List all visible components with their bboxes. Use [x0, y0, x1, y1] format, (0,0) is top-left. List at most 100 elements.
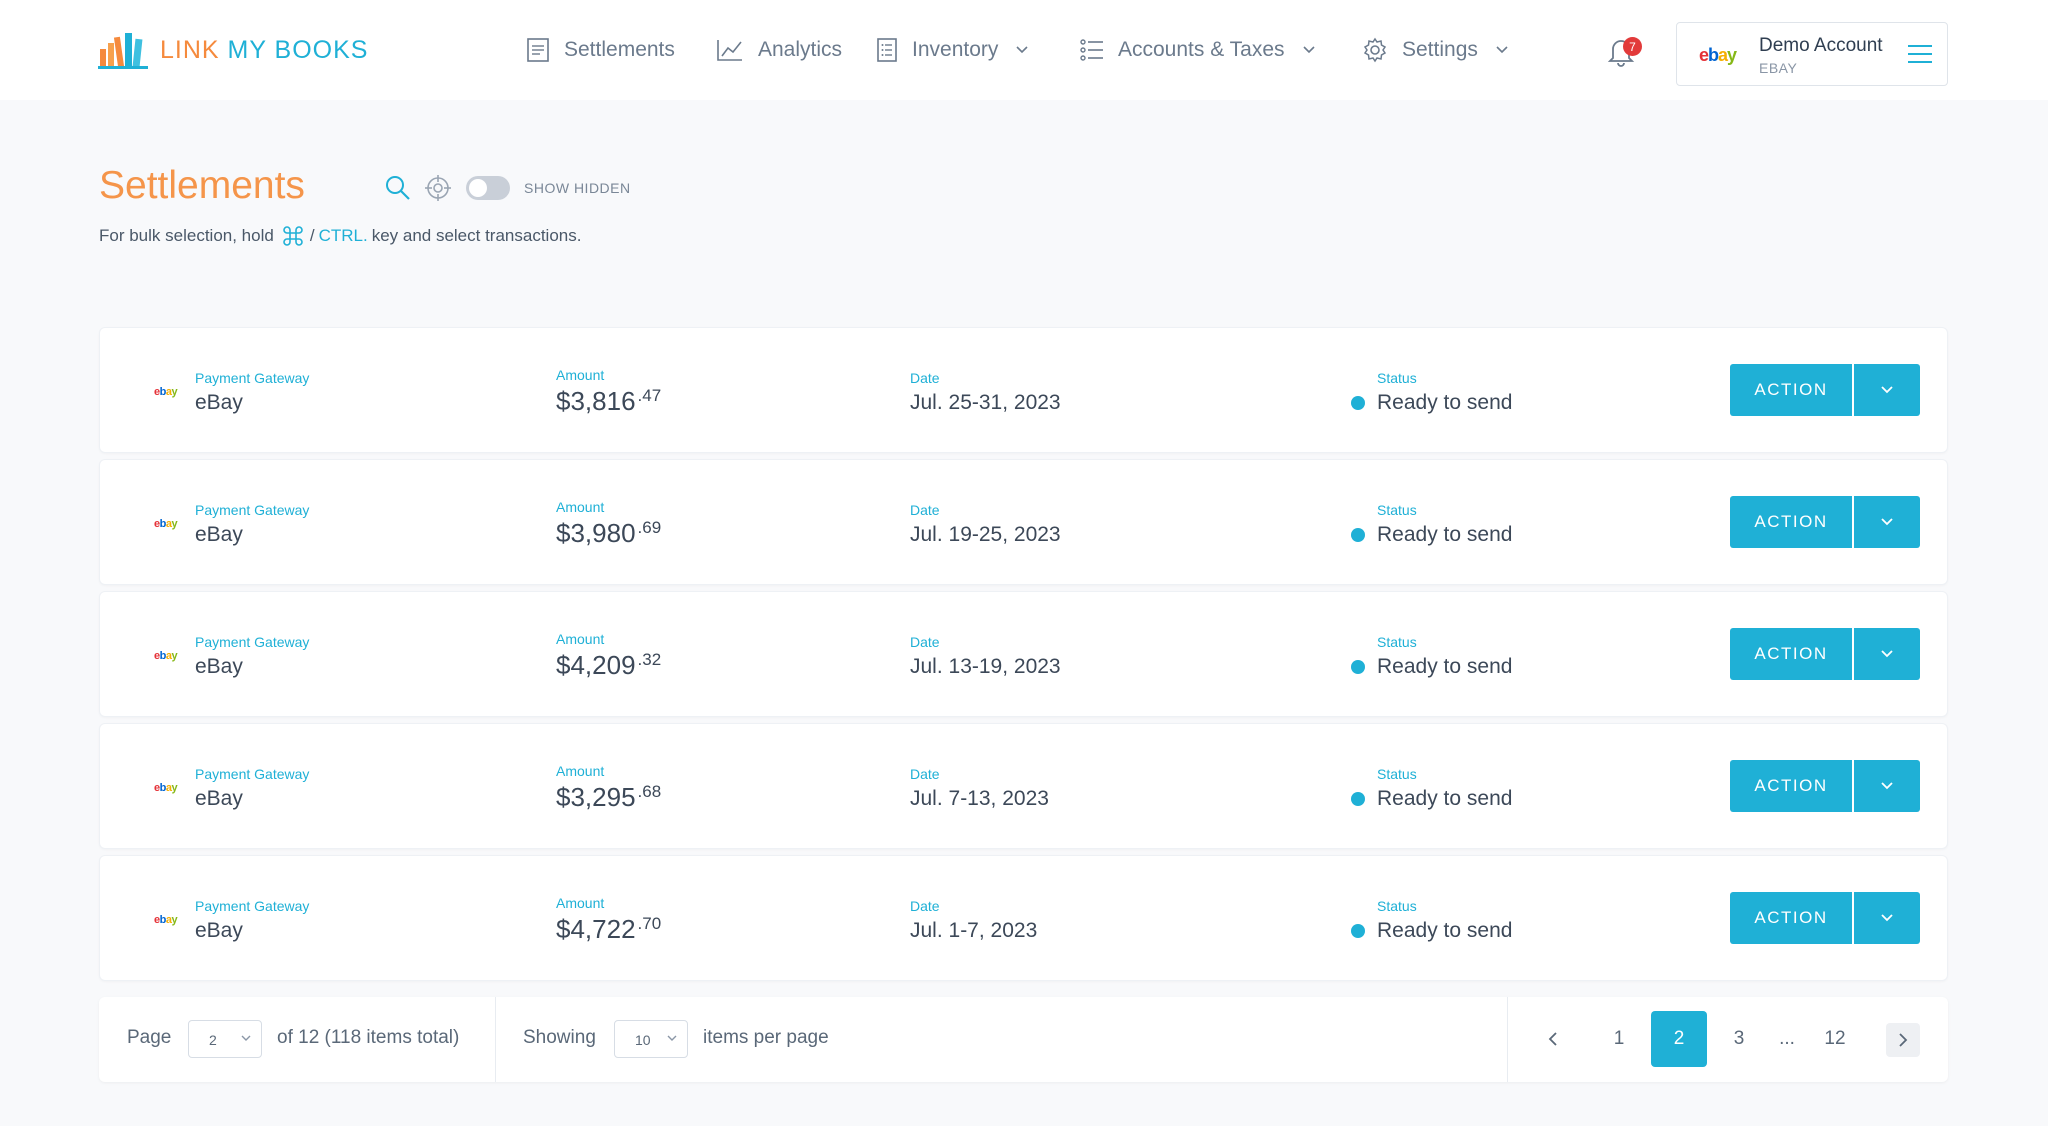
account-switcher[interactable]: ebay Demo Account EBAY: [1676, 22, 1948, 86]
date-value: Jul. 13-19, 2023: [910, 655, 1061, 678]
chevron-down-icon: [1016, 46, 1028, 54]
status-label: Status: [1377, 634, 1417, 650]
gateway-label: Payment Gateway: [195, 634, 310, 650]
gateway-label: Payment Gateway: [195, 898, 310, 914]
status-dot: [1351, 924, 1365, 938]
show-hidden-label: SHOW HIDDEN: [524, 180, 631, 196]
status-dot: [1351, 792, 1365, 806]
chevron-down-icon: [667, 1035, 677, 1041]
title-tools: SHOW HIDDEN: [384, 174, 631, 202]
nav-settings[interactable]: Settings: [1362, 30, 1508, 70]
search-icon[interactable]: [384, 174, 412, 202]
account-platform: EBAY: [1759, 60, 1798, 76]
date-value: Jul. 25-31, 2023: [910, 391, 1061, 414]
chart-line-icon: [717, 40, 742, 61]
brand-logo[interactable]: LINK MY BOOKS: [98, 28, 368, 72]
ebay-logo: ebay: [154, 518, 178, 530]
top-bar: LINK MY BOOKS Settlements Analytics Inve…: [0, 0, 2048, 100]
per-page-text: items per page: [703, 1027, 829, 1048]
page-title: Settlements: [99, 164, 305, 207]
ebay-logo: ebay: [154, 650, 178, 662]
divider: [1507, 997, 1508, 1082]
page-button-1[interactable]: 1: [1613, 1028, 1625, 1049]
action-dropdown-button[interactable]: [1854, 364, 1920, 416]
page-label: Page: [127, 1027, 172, 1048]
gateway-label: Payment Gateway: [195, 502, 310, 518]
chevron-left-icon: [1548, 1032, 1557, 1046]
nav-inventory-label: Inventory: [912, 38, 999, 61]
action-button[interactable]: ACTION: [1730, 364, 1852, 416]
amount-label: Amount: [556, 367, 605, 383]
amount-value: $4,722.70: [556, 914, 662, 944]
status-dot: [1351, 396, 1365, 410]
target-icon[interactable]: [424, 174, 452, 202]
page-button-12[interactable]: 12: [1824, 1028, 1846, 1049]
action-dropdown-button[interactable]: [1854, 760, 1920, 812]
nav-inventory[interactable]: Inventory: [876, 30, 1028, 70]
settlement-row[interactable]: ebay Payment Gateway eBay Amount $4,209.…: [99, 591, 1948, 717]
page-ellipsis: ...: [1779, 1028, 1795, 1049]
date-label: Date: [910, 502, 940, 518]
amount-label: Amount: [556, 631, 605, 647]
page-select[interactable]: 2: [188, 1020, 262, 1058]
list-icon: [1080, 39, 1103, 61]
showing-label: Showing: [523, 1027, 596, 1048]
date-label: Date: [910, 898, 940, 914]
action-dropdown-button[interactable]: [1854, 892, 1920, 944]
per-page-select[interactable]: 10: [614, 1020, 688, 1058]
action-button[interactable]: ACTION: [1730, 496, 1852, 548]
page-button-2[interactable]: 2: [1651, 1011, 1707, 1067]
status-dot: [1351, 660, 1365, 674]
gateway-value: eBay: [195, 523, 243, 546]
nav-analytics-label: Analytics: [758, 38, 843, 61]
account-name: Demo Account: [1759, 35, 1883, 56]
status-label: Status: [1377, 502, 1417, 518]
next-page-button[interactable]: [1886, 1023, 1920, 1057]
nav-accounts-taxes[interactable]: Accounts & Taxes: [1080, 30, 1315, 70]
action-dropdown-button[interactable]: [1854, 496, 1920, 548]
action-button[interactable]: ACTION: [1730, 628, 1852, 680]
amount-label: Amount: [556, 499, 605, 515]
amount-value: $4,209.32: [556, 650, 662, 680]
nav-settlements-label: Settlements: [564, 38, 675, 61]
list-document-icon: [877, 38, 897, 62]
amount-label: Amount: [556, 895, 605, 911]
settlement-row[interactable]: ebay Payment Gateway eBay Amount $3,816.…: [99, 327, 1948, 453]
settlement-row[interactable]: ebay Payment Gateway eBay Amount $4,722.…: [99, 855, 1948, 981]
date-label: Date: [910, 370, 940, 386]
settlement-row[interactable]: ebay Payment Gateway eBay Amount $3,980.…: [99, 459, 1948, 585]
gateway-value: eBay: [195, 655, 243, 678]
date-label: Date: [910, 766, 940, 782]
show-hidden-toggle[interactable]: [466, 176, 510, 200]
action-button[interactable]: ACTION: [1730, 760, 1852, 812]
date-label: Date: [910, 634, 940, 650]
date-value: Jul. 19-25, 2023: [910, 523, 1061, 546]
document-icon: [527, 38, 549, 62]
nav-settings-label: Settings: [1402, 38, 1478, 61]
nav-settlements[interactable]: Settlements: [526, 30, 675, 70]
nav-accounts-taxes-label: Accounts & Taxes: [1118, 38, 1285, 61]
chevron-down-icon: [1881, 518, 1893, 526]
status-value: Ready to send: [1377, 391, 1513, 414]
amount-value: $3,295.68: [556, 782, 662, 812]
chevron-down-icon: [1496, 46, 1508, 54]
chevron-down-icon: [1881, 782, 1893, 790]
status-label: Status: [1377, 370, 1417, 386]
command-key-icon: [283, 226, 303, 246]
status-value: Ready to send: [1377, 787, 1513, 810]
gateway-value: eBay: [195, 919, 243, 942]
action-button[interactable]: ACTION: [1730, 892, 1852, 944]
action-dropdown-button[interactable]: [1854, 628, 1920, 680]
settlement-row[interactable]: ebay Payment Gateway eBay Amount $3,295.…: [99, 723, 1948, 849]
prev-page-button[interactable]: [1524, 1011, 1580, 1067]
brand-name: LINK MY BOOKS: [160, 35, 369, 64]
status-value: Ready to send: [1377, 655, 1513, 678]
ebay-logo: ebay: [1699, 45, 1737, 65]
hamburger-menu-icon[interactable]: [1907, 43, 1933, 65]
page-button-3[interactable]: 3: [1733, 1028, 1745, 1049]
divider: [495, 997, 496, 1082]
pagination-bar: Page 2 of 12 (118 items total) Showing 1…: [99, 997, 1948, 1082]
chevron-down-icon: [1881, 386, 1893, 394]
ebay-logo: ebay: [154, 782, 178, 794]
nav-analytics[interactable]: Analytics: [716, 30, 842, 70]
